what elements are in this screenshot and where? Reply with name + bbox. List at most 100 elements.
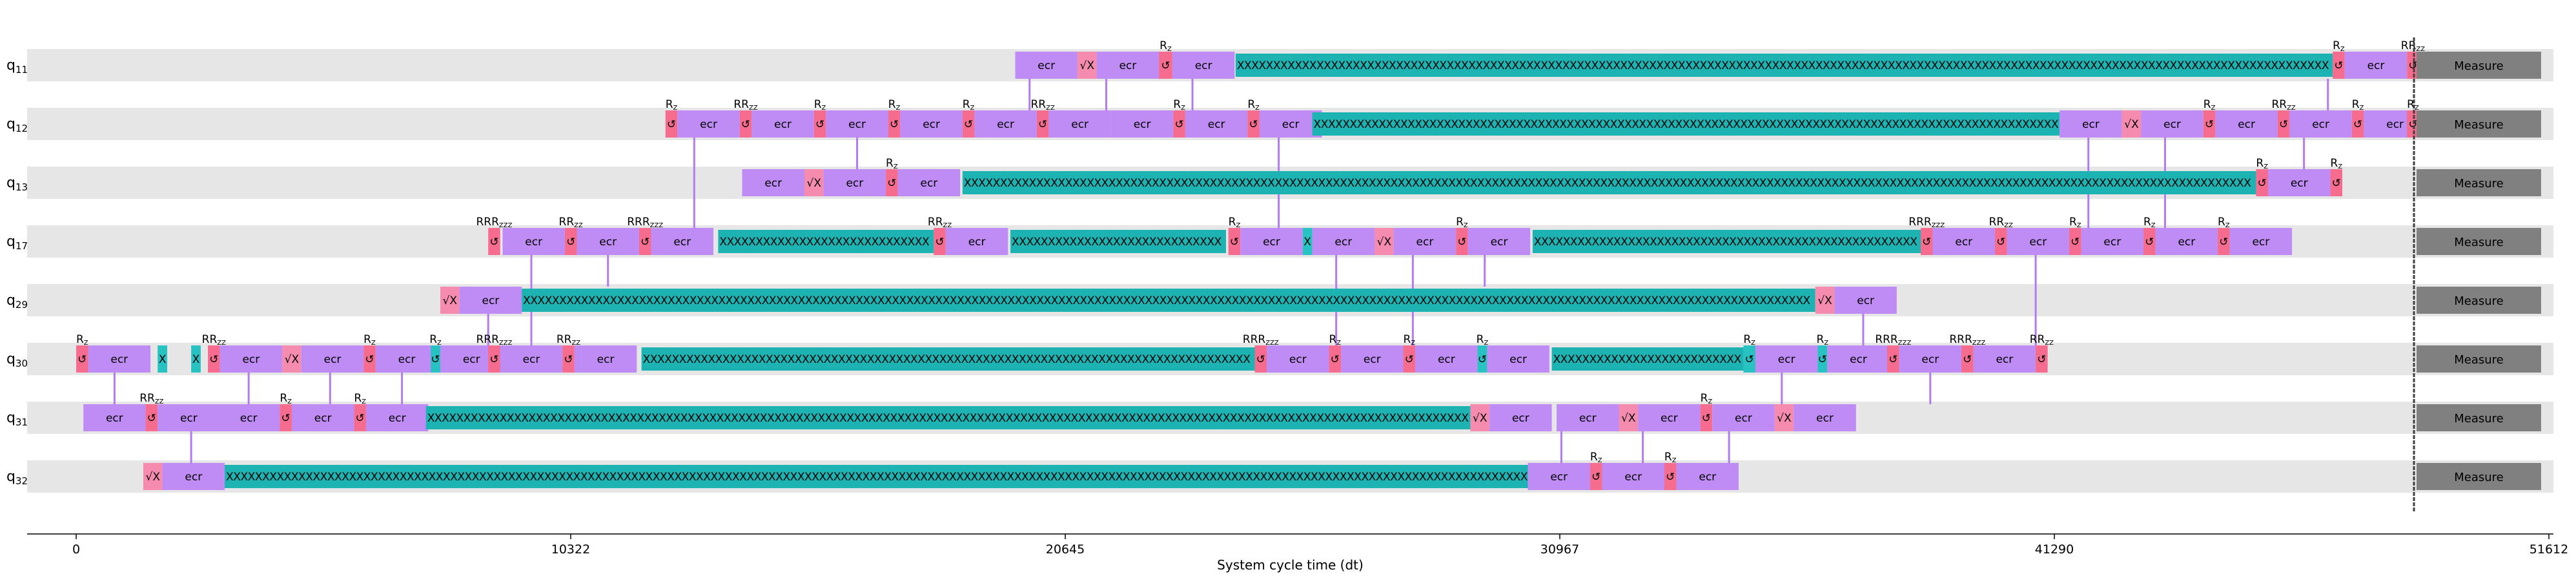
- x-gate-label: X: [875, 412, 883, 425]
- x-gate-label: X: [877, 294, 885, 307]
- x-gate-label: X: [857, 236, 864, 249]
- x-gate-label: X: [1534, 236, 1542, 249]
- x-gate-label: X: [824, 353, 832, 366]
- x-gate-label: X: [1755, 118, 1763, 131]
- x-gate-label: X: [1051, 294, 1059, 307]
- rz-gate-label: ↺: [489, 353, 498, 366]
- x-gate-label: X: [2049, 177, 2056, 190]
- ecr-gate-label: ecr: [389, 412, 406, 425]
- x-gate-label: X: [1393, 118, 1401, 131]
- x-gate-label: X: [827, 294, 835, 307]
- x-gate-label: X: [1528, 177, 1535, 190]
- x-gate-label: X: [1737, 236, 1744, 249]
- x-gate-label: X: [711, 294, 719, 307]
- x-gate-label: X: [1238, 471, 1246, 484]
- x-gate-label: X: [1540, 59, 1548, 72]
- x-gate-label: X: [1391, 294, 1398, 307]
- x-gate-label: X: [1866, 236, 1874, 249]
- x-gate-label: X: [841, 294, 849, 307]
- ecr-gate-label: ecr: [1509, 353, 1527, 366]
- x-gate-label: X: [1779, 59, 1787, 72]
- x-gate-label: X: [1499, 294, 1507, 307]
- x-gate-label: X: [1846, 177, 1854, 190]
- x-gate-label: X: [1297, 294, 1305, 307]
- x-gate-label: X: [1516, 118, 1524, 131]
- x-gate-label: X: [1812, 118, 1820, 131]
- x-gate-label: X: [1805, 118, 1813, 131]
- x-gate-label: X: [602, 294, 610, 307]
- x-gate-label: X: [1367, 412, 1375, 425]
- x-gate-label: X: [702, 412, 710, 425]
- rz-gate-label: ↺: [2408, 118, 2417, 131]
- x-gate-label: X: [2047, 59, 2054, 72]
- x-gate-label: X: [1050, 177, 1058, 190]
- x-gate-label: ↺: [431, 353, 440, 366]
- x-gate-label: X: [1077, 236, 1085, 249]
- x-gate-label: X: [991, 412, 999, 425]
- measure-label: Measure: [2454, 59, 2504, 73]
- x-gate-label: X: [1550, 294, 1558, 307]
- rz-gate-label: ↺: [2037, 353, 2046, 366]
- x-gate-label: X: [1659, 294, 1666, 307]
- x-gate-label: X: [1972, 118, 1979, 131]
- x-gate-label: X: [1166, 471, 1174, 484]
- ecr-gate: [1048, 110, 1111, 138]
- ecr-gate: [2267, 169, 2331, 196]
- ecr-gate-label: ecr: [2163, 118, 2181, 131]
- x-gate-label: X: [1181, 294, 1189, 307]
- x-gate-label: X: [881, 353, 889, 366]
- x-gate-label: X: [2142, 177, 2150, 190]
- qubit-label-q32: q32: [6, 469, 28, 487]
- x-gate-label: X: [1861, 177, 1868, 190]
- x-gate-label: X: [443, 471, 451, 484]
- x-gate-label: X: [848, 294, 856, 307]
- ecr-gate-label: ecr: [106, 412, 123, 425]
- x-gate-label: X: [1758, 236, 1766, 249]
- x-gate-label: X: [897, 412, 905, 425]
- x-gate-label: X: [269, 471, 277, 484]
- rz-annotation: RZ: [76, 333, 88, 347]
- rz-gate: [1036, 110, 1049, 138]
- ecr-gate: [1794, 404, 1856, 431]
- x-gate-label: X: [1008, 294, 1016, 307]
- x-gate-label: X: [493, 471, 501, 484]
- x-gate-label: X: [790, 471, 798, 484]
- x-gate-label: X: [769, 294, 777, 307]
- x-gate-label: X: [1325, 471, 1333, 484]
- x-gate-label: X: [1050, 471, 1058, 484]
- x-gate-label: X: [1360, 59, 1367, 72]
- x-gate-label: X: [1584, 59, 1591, 72]
- ecr-gate-label: ecr: [1282, 118, 1300, 131]
- x-gate-label: X: [979, 294, 986, 307]
- x-gate-label: X: [1159, 177, 1167, 190]
- ecr-gate: [2289, 110, 2352, 138]
- x-gate-label: X: [1012, 353, 1019, 366]
- x-gate-label: X: [2061, 59, 2069, 72]
- x-gate: [1477, 345, 1487, 373]
- x-gate-label: X: [1701, 236, 1708, 249]
- ecr-gate: [1487, 345, 1549, 373]
- ecr-gate: [1676, 463, 1739, 490]
- x-gate-label: X: [1728, 59, 1736, 72]
- x-gate-label: X: [1120, 236, 1128, 249]
- x-gate-label: X: [515, 471, 523, 484]
- x-tick-label: 0: [72, 542, 80, 557]
- x-gate-label: X: [1015, 294, 1023, 307]
- rz-gate-label: ↺: [489, 236, 498, 249]
- x-gate-label: X: [1333, 471, 1340, 484]
- x-gate-label: X: [1647, 353, 1655, 366]
- x-gate-label: X: [1087, 294, 1095, 307]
- x-gate-label: X: [955, 412, 963, 425]
- rz-annotation: RZ: [2218, 216, 2230, 229]
- sx-gate: [1470, 404, 1490, 431]
- x-gate-label: X: [1788, 177, 1796, 190]
- x-gate-label: X: [941, 412, 948, 425]
- x-gate-label: X: [1441, 177, 1449, 190]
- rz-gate: [145, 404, 158, 431]
- x-gate-label: X: [1581, 118, 1589, 131]
- rz-gate-label: ↺: [2353, 118, 2362, 131]
- x-gate-label: X: [1427, 177, 1435, 190]
- sx-gate-label: √X: [443, 294, 458, 307]
- x-gate-label: X: [2148, 59, 2156, 72]
